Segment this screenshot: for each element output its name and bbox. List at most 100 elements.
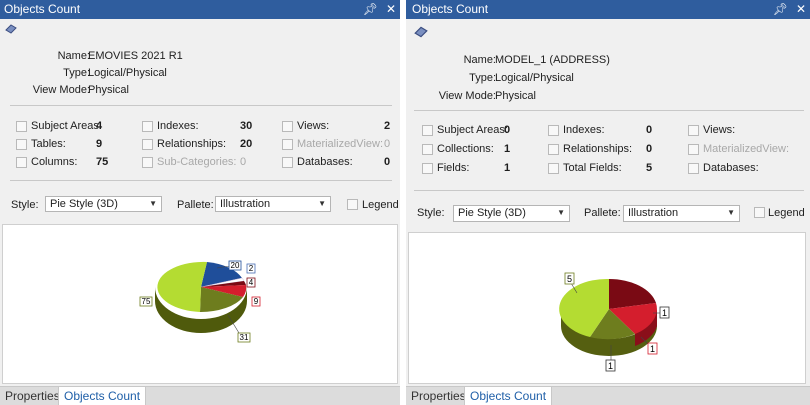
pie-data-label: 4 bbox=[249, 278, 254, 287]
legend-label: Legend bbox=[362, 199, 399, 211]
view-mode-label: View Mode: bbox=[438, 90, 496, 102]
checkbox[interactable] bbox=[548, 144, 559, 155]
pallete-select[interactable]: Illustration ▼ bbox=[623, 205, 740, 222]
checkbox[interactable] bbox=[688, 125, 699, 136]
checkbox[interactable] bbox=[142, 139, 153, 150]
checkbox[interactable] bbox=[16, 139, 27, 150]
tab-objects-count[interactable]: Objects Count bbox=[464, 387, 553, 405]
checkbox[interactable] bbox=[142, 121, 153, 132]
count-sub-categories[interactable]: Sub-Categories: 0 bbox=[142, 154, 262, 171]
count-indexes[interactable]: Indexes: 30 bbox=[142, 118, 262, 135]
chevron-down-icon: ▼ bbox=[557, 208, 565, 217]
checkbox[interactable] bbox=[282, 139, 293, 150]
checkbox[interactable] bbox=[688, 144, 699, 155]
pie-slice bbox=[590, 309, 635, 340]
view-mode-value: Physical bbox=[495, 90, 536, 102]
divider bbox=[10, 105, 392, 106]
checkbox[interactable] bbox=[688, 163, 699, 174]
checkbox[interactable] bbox=[16, 121, 27, 132]
pie-data-label: 5 bbox=[567, 274, 572, 284]
count-materialized-view[interactable]: MaterializedView: 0 bbox=[282, 136, 394, 153]
count-columns[interactable]: Columns: 75 bbox=[16, 154, 116, 171]
checkbox[interactable] bbox=[282, 157, 293, 168]
pin-icon[interactable]: 📌︎ bbox=[772, 2, 788, 16]
pie-slice bbox=[201, 262, 242, 287]
pie-chart-area: 20 2 4 9 31 75 bbox=[2, 224, 398, 384]
count-views[interactable]: Views: bbox=[688, 122, 800, 139]
panel-title: Objects Count bbox=[4, 2, 81, 16]
pie-slice bbox=[200, 277, 245, 288]
count-tables[interactable]: Tables: 9 bbox=[16, 136, 116, 153]
name-label: Name: bbox=[463, 54, 496, 66]
objects-count-panel-left: Objects Count 📌︎ ✕ Name: EMOVIES 2021 R1 … bbox=[0, 0, 400, 405]
eraser-icon[interactable] bbox=[5, 24, 17, 34]
count-subject-areas[interactable]: Subject Areas: 4 bbox=[16, 118, 116, 135]
view-mode-value: Physical bbox=[88, 84, 129, 96]
style-select[interactable]: Pie Style (3D) ▼ bbox=[453, 205, 570, 222]
pie-data-label: 75 bbox=[142, 297, 151, 306]
bottom-tabs: Properties Objects Count bbox=[0, 386, 400, 405]
pie-data-label: 1 bbox=[608, 361, 613, 371]
view-mode-label: View Mode: bbox=[32, 84, 90, 96]
checkbox[interactable] bbox=[548, 163, 559, 174]
type-label: Type: bbox=[469, 72, 496, 84]
count-relationships[interactable]: Relationships: 0 bbox=[548, 141, 668, 158]
pie-data-label: 31 bbox=[240, 333, 249, 342]
legend-label: Legend bbox=[768, 207, 805, 219]
pallete-select[interactable]: Illustration ▼ bbox=[215, 196, 331, 212]
chevron-down-icon: ▼ bbox=[149, 199, 157, 208]
panel-titlebar: Objects Count 📌︎ ✕ bbox=[0, 0, 400, 19]
pie-slice bbox=[609, 303, 657, 334]
eraser-icon[interactable] bbox=[414, 26, 428, 38]
type-value: Logical/Physical bbox=[495, 72, 574, 84]
count-collections[interactable]: Collections: 1 bbox=[422, 141, 532, 158]
count-total-fields[interactable]: Total Fields: 5 bbox=[548, 160, 668, 177]
checkbox[interactable] bbox=[548, 125, 559, 136]
type-value: Logical/Physical bbox=[88, 67, 167, 79]
pie-slice bbox=[201, 285, 247, 297]
chevron-down-icon: ▼ bbox=[318, 199, 326, 208]
close-icon[interactable]: ✕ bbox=[385, 2, 396, 16]
legend-checkbox[interactable] bbox=[754, 207, 765, 218]
bottom-tabs: Properties Objects Count bbox=[406, 386, 810, 405]
pie-slice bbox=[157, 261, 207, 312]
tab-properties[interactable]: Properties bbox=[5, 389, 60, 403]
pallete-label: Pallete: bbox=[584, 207, 621, 219]
pie-data-label: 9 bbox=[254, 297, 259, 306]
panel-titlebar: Objects Count 📌︎ ✕ bbox=[406, 0, 810, 19]
style-label: Style: bbox=[11, 199, 39, 211]
count-databases[interactable]: Databases: 0 bbox=[282, 154, 394, 171]
pie-slice bbox=[559, 278, 609, 337]
pie-data-label: 2 bbox=[249, 264, 254, 273]
count-subject-areas[interactable]: Subject Areas: 0 bbox=[422, 122, 532, 139]
name-label: Name: bbox=[57, 50, 90, 62]
close-icon[interactable]: ✕ bbox=[795, 2, 806, 16]
pin-icon[interactable]: 📌︎ bbox=[362, 2, 378, 16]
pie-data-label: 1 bbox=[650, 344, 655, 354]
legend-checkbox[interactable] bbox=[347, 199, 358, 210]
tab-properties[interactable]: Properties bbox=[411, 389, 466, 403]
checkbox[interactable] bbox=[282, 121, 293, 132]
checkbox[interactable] bbox=[422, 163, 433, 174]
checkbox[interactable] bbox=[142, 157, 153, 168]
tab-objects-count[interactable]: Objects Count bbox=[58, 387, 147, 405]
count-relationships[interactable]: Relationships: 20 bbox=[142, 136, 262, 153]
pie-data-label: 20 bbox=[231, 261, 240, 270]
pie-chart: 5 1 1 1 bbox=[559, 272, 670, 372]
count-indexes[interactable]: Indexes: 0 bbox=[548, 122, 668, 139]
style-select[interactable]: Pie Style (3D) ▼ bbox=[45, 196, 162, 212]
pie-data-label: 1 bbox=[662, 308, 667, 318]
checkbox[interactable] bbox=[422, 144, 433, 155]
objects-count-panel-right: Objects Count 📌︎ ✕ Name: MODEL_1 (ADDRESS… bbox=[406, 0, 810, 405]
checkbox[interactable] bbox=[16, 157, 27, 168]
pie-slice bbox=[609, 279, 656, 309]
checkbox[interactable] bbox=[422, 125, 433, 136]
count-fields[interactable]: Fields: 1 bbox=[422, 160, 532, 177]
chevron-down-icon: ▼ bbox=[727, 208, 735, 217]
count-databases[interactable]: Databases: bbox=[688, 160, 800, 177]
count-views[interactable]: Views: 2 bbox=[282, 118, 394, 135]
pallete-label: Pallete: bbox=[177, 199, 214, 211]
divider bbox=[414, 190, 804, 191]
divider bbox=[10, 180, 392, 181]
count-materialized-view[interactable]: MaterializedView: bbox=[688, 141, 800, 158]
